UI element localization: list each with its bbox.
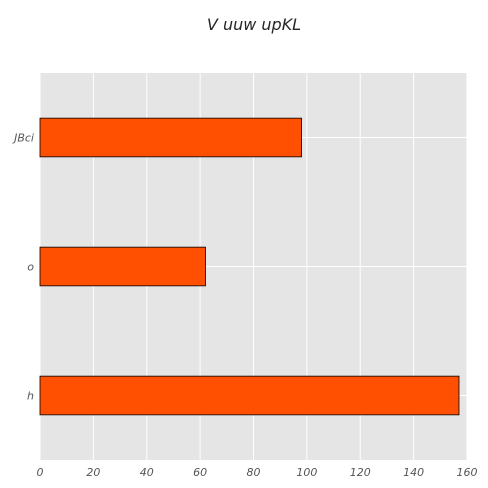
chart-title: V uuw upKL	[207, 15, 301, 34]
bar-h	[39, 375, 460, 416]
y-tick-label: h	[27, 390, 34, 403]
x-tick-label: 20	[86, 466, 100, 479]
y-tick-label: JBci	[12, 132, 34, 145]
x-tick-label: 140	[403, 466, 424, 479]
bar-JBci	[39, 117, 302, 158]
x-tick-label: 120	[350, 466, 371, 479]
x-tick-label: 100	[296, 466, 317, 479]
x-tick-label: 80	[247, 466, 261, 479]
x-tick-label: 60	[193, 466, 207, 479]
bars	[39, 117, 460, 416]
x-tick-label: 40	[140, 466, 154, 479]
y-tick-label: o	[27, 261, 34, 274]
x-tick-label: 0	[37, 466, 44, 479]
bar-o	[39, 246, 206, 287]
x-tick-label: 160	[457, 466, 478, 479]
x-tick-labels: 0 20 40 60 80 100 120 140 160	[37, 466, 478, 479]
y-tick-labels: h o JBci	[12, 132, 34, 403]
